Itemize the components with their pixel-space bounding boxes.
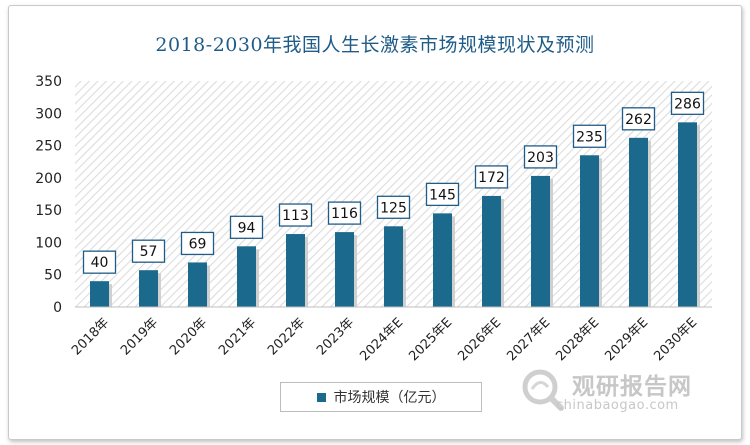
x-tick-label: 2030年E (651, 315, 700, 364)
bar (384, 226, 403, 307)
data-label-box (621, 107, 656, 131)
legend-label: 市场规模（亿元） (333, 390, 446, 406)
data-label-box (180, 231, 215, 256)
y-tick-label: 150 (35, 203, 62, 219)
y-tick-label: 250 (35, 139, 62, 155)
bar (139, 270, 158, 307)
bar (433, 213, 452, 307)
data-label: 203 (527, 150, 554, 166)
data-label-box (278, 203, 313, 227)
bar (188, 262, 207, 307)
bar (531, 175, 550, 307)
data-label-box (670, 91, 705, 115)
bar (286, 234, 305, 307)
legend: 市场规模（亿元） (280, 382, 482, 412)
x-tick-label: 2024年E (357, 315, 406, 364)
data-label: 172 (478, 170, 505, 186)
x-tick-label: 2027年E (504, 315, 553, 364)
watermark-url: chinabaogao.com (556, 398, 679, 413)
bar (90, 281, 109, 307)
data-label: 262 (625, 112, 652, 128)
bar (629, 137, 648, 307)
x-tick-label: 2025年E (406, 315, 455, 364)
data-label-box (131, 239, 166, 263)
data-label: 69 (189, 236, 207, 252)
data-label-box (572, 124, 607, 148)
chart-title: 2018-2030年我国人生长激素市场规模现状及预测 (155, 34, 595, 56)
watermark: 观研报告网 chinabaogao.com (520, 365, 740, 420)
y-tick-label: 200 (35, 171, 62, 187)
data-label-box (327, 201, 362, 225)
y-tick-label: 0 (53, 300, 62, 316)
x-tick-label: 2022年 (265, 315, 308, 358)
data-label: 40 (91, 255, 109, 271)
x-tick-label: 2018年 (69, 315, 112, 358)
data-label-box (82, 250, 117, 274)
data-label-box (229, 215, 264, 239)
x-tick-label: 2029年E (602, 315, 651, 364)
data-label-box (523, 145, 558, 169)
y-tick-label: 50 (44, 268, 62, 284)
data-label: 113 (282, 208, 309, 224)
data-label: 286 (674, 96, 701, 112)
bars-group: 40 57 69 94 113 116 125 145 172 203 235 262 286 (82, 91, 705, 307)
data-label: 235 (576, 129, 603, 145)
data-label-box (376, 195, 411, 219)
bar (482, 195, 501, 307)
x-tick-label: 2021年 (216, 315, 259, 358)
data-label: 94 (238, 220, 256, 236)
x-tick-label: 2026年E (455, 315, 504, 364)
legend-swatch (316, 392, 326, 402)
data-label: 145 (429, 187, 456, 203)
magnifier-swirl-icon (522, 369, 564, 411)
data-label: 57 (140, 244, 158, 260)
data-label-box (425, 182, 460, 207)
x-tick-label: 2019年 (118, 315, 161, 358)
y-axis: 0 50 100 150 200 250 300 350 (35, 74, 62, 316)
y-tick-label: 300 (35, 106, 62, 122)
x-axis: 2018年 2019年 2020年 2021年 2022年 2023年 2024年E 2025… (69, 306, 712, 364)
watermark-name: 观研报告网 (572, 374, 692, 400)
y-tick-label: 100 (35, 235, 62, 251)
x-tick-label: 2028年E (553, 315, 602, 364)
y-tick-label: 350 (35, 74, 62, 90)
bar (237, 246, 256, 307)
bar (678, 122, 697, 307)
data-label-box (474, 165, 509, 189)
bar (580, 155, 599, 307)
x-tick-label: 2023年 (314, 315, 357, 358)
bar (335, 232, 354, 307)
x-tick-label: 2020年 (167, 315, 210, 358)
data-label: 116 (331, 206, 358, 222)
data-label: 125 (380, 200, 407, 216)
